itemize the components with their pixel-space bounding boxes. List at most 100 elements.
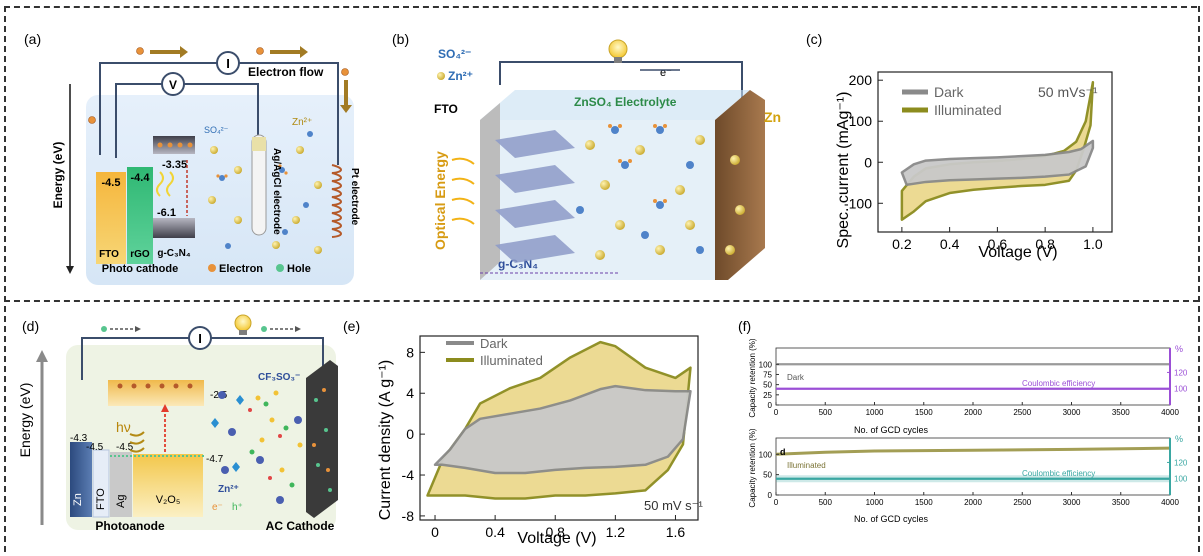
y-tick-label: 100	[759, 450, 773, 459]
panel-a-gcn-vb	[153, 218, 195, 238]
x-tick-label: 500	[819, 408, 833, 417]
row-divider	[4, 300, 1199, 302]
panel-d-level-fto: -4.5	[86, 442, 104, 453]
chart-c-legend-dark: Dark	[934, 84, 965, 100]
chart-e: 0 0.4 0.8 1.2 1.6 -8 -4 0 4 8	[402, 335, 699, 540]
panel-b: (b) e⁻ FTO ZnSO₄ Electrolyte Zn Optical …	[392, 31, 781, 280]
panel-a-ions	[208, 131, 322, 254]
panel-a-inner-wire	[115, 83, 259, 158]
plot-frame	[775, 437, 1171, 496]
panel-f: (f) 0 500 1000 1500 2000 2500 3000 3500 40000255…	[738, 318, 1188, 524]
panel-a-legend-electron: Electron	[219, 263, 263, 275]
y-tick-label: 200	[849, 72, 873, 88]
panel-a-legend-electron-icon	[208, 264, 216, 272]
panel-a-electron-flow: Electron flow	[248, 65, 324, 79]
y-tick-label: -4	[402, 467, 415, 483]
chart-e-ylabel: Current density (A g⁻¹)	[377, 360, 394, 521]
panel-a-ref-label: Ag/AgCl electrode	[271, 148, 282, 235]
panel-a-fto-label: FTO	[99, 249, 119, 260]
x-tick-label: 1.2	[606, 524, 626, 540]
panel-a-rgo-bar	[127, 167, 153, 264]
panel-a-cell-bg	[86, 95, 354, 285]
panel-f-tag: (f)	[738, 318, 751, 334]
panel-d-v2o5-label: V₂O₅	[156, 494, 181, 506]
panel-d-energy-arrow	[36, 350, 48, 362]
panel-d-cb-electrons	[117, 383, 193, 389]
panel-a-legend-hole-icon	[276, 264, 284, 272]
y-tick-label: 50	[763, 471, 772, 480]
x-tick-label: 0.6	[988, 236, 1008, 252]
panel-d-ammeter-label: I	[198, 331, 202, 346]
y-tick-label: 0	[864, 154, 872, 170]
x-tick-label: 3500	[1112, 408, 1130, 417]
panel-b-light-arrows	[451, 157, 475, 225]
panel-a-gcn-cb	[153, 136, 195, 154]
chart-f-bottom: 0 500 1000 1500 2000 2500 3000 3500 4000 0 50 100 10…	[759, 437, 1188, 507]
panel-a: (a) I V Electron flow Energy (eV) -4.5 -…	[24, 31, 360, 285]
x-tick-label: 0.8	[546, 524, 566, 540]
y-tick-label: 0	[768, 491, 773, 500]
plot-frame	[419, 335, 699, 521]
panel-a-rgo-label: rGO	[130, 249, 150, 260]
chart-c-legend-illum: Illuminated	[934, 102, 1002, 118]
series-capacity-retention	[775, 446, 1171, 456]
panel-b-gcn-layers	[495, 130, 575, 263]
panel-d-light-waves	[129, 431, 145, 453]
panel-a-pt-coil	[331, 164, 342, 238]
panel-c-tag: (c)	[806, 31, 822, 47]
panel-a-ammeter-label: I	[226, 56, 230, 71]
panel-a-tag: (a)	[24, 31, 41, 47]
plot-frame	[775, 347, 1171, 406]
chart-f-top-ylabel: Capacity retention (%)	[748, 338, 757, 417]
x-tick-label: 0	[431, 524, 439, 540]
panel-b-tag: (b)	[392, 31, 409, 47]
panel-d-bulb-icon	[234, 314, 252, 332]
panel-d-level-zn: -4.3	[70, 433, 88, 444]
panel-a-voltmeter-label: V	[169, 78, 177, 92]
panel-d-zn-bar	[70, 442, 92, 517]
panel-d-fto-label: FTO	[95, 488, 107, 510]
panel-d-v2o5-bar	[133, 454, 203, 517]
panel-a-energy-label: Energy (eV)	[51, 142, 65, 209]
panel-d-zn-ion-label: Zn²⁺	[218, 484, 239, 495]
panel-a-light-wave	[156, 171, 164, 197]
right-tick-label: 100	[1174, 385, 1188, 394]
panel-a-fto-bar	[96, 172, 126, 264]
chart-f-bottom-ce: Coulombic efficiency	[1022, 469, 1095, 478]
panel-b-zn-ion-label: Zn²⁺	[448, 69, 473, 83]
panel-b-optical-label: Optical Energy	[432, 151, 448, 250]
x-tick-label: 1500	[915, 498, 933, 507]
y-tick-label: 0	[406, 426, 414, 442]
panel-a-ammeter-icon	[216, 51, 240, 75]
panel-b-zn-ion-icon	[437, 72, 445, 80]
x-tick-label: 0.2	[892, 236, 912, 252]
x-tick-label: 2000	[964, 498, 982, 507]
chart-e-legend-dark: Dark	[480, 336, 508, 351]
panel-a-cb-electrons	[157, 142, 193, 148]
right-tick-label: 100	[1174, 475, 1188, 484]
panel-d-photoanode: Photoanode	[95, 519, 165, 533]
x-tick-label: 3500	[1112, 498, 1130, 507]
chart-e-xlabel: Voltage (V)	[517, 530, 596, 547]
panel-d-ag-label: Ag	[115, 495, 127, 508]
panel-e: (e) 0 0.4 0.8 1.2 1.6 -8 -4 0 4 8 Voltage (V) Cur…	[343, 318, 704, 547]
panel-d-fto-bar	[92, 449, 110, 518]
x-tick-label: 1000	[866, 498, 884, 507]
panel-e-tag: (e)	[343, 318, 360, 334]
panel-b-zn-label: Zn	[764, 109, 781, 125]
panel-a-zn-label: Zn²⁺	[292, 117, 312, 128]
chart-c-scan-rate: 50 mVs⁻¹	[1038, 84, 1098, 100]
y-tick-label: 50	[763, 381, 772, 390]
x-tick-label: 0.4	[485, 524, 505, 540]
panel-b-ions	[576, 124, 745, 260]
y-tick-label: 4	[406, 385, 414, 401]
panel-d-legend-h: h⁺	[232, 502, 243, 513]
panel-a-energy-arrow	[66, 266, 74, 274]
x-tick-label: 2000	[964, 408, 982, 417]
y-tick-label: 75	[763, 370, 772, 379]
panel-d-level-ag: -4.5	[116, 442, 134, 453]
panel-a-voltmeter-icon	[161, 72, 185, 96]
panel-b-bulb-icon	[608, 39, 628, 59]
chart-f-bottom-xlabel: No. of GCD cycles	[854, 514, 929, 524]
